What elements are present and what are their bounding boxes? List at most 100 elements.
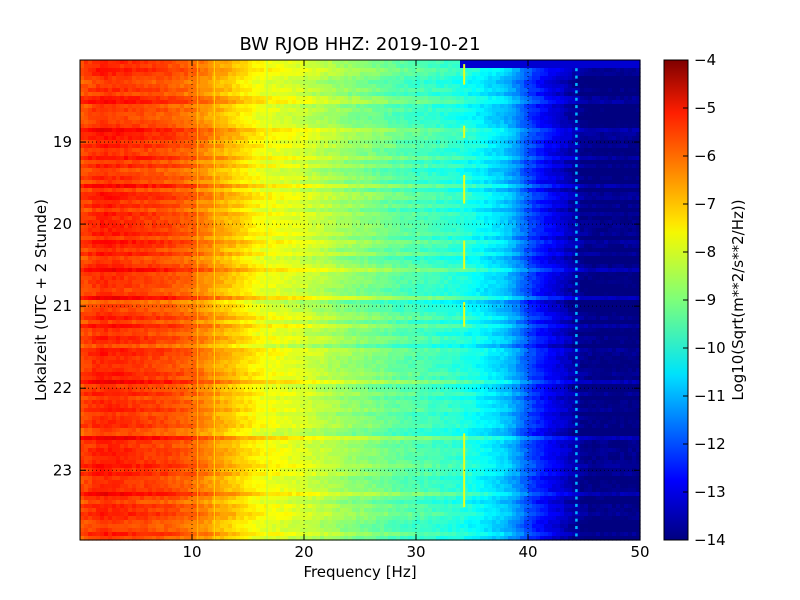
heatmap-cell	[404, 72, 409, 77]
heatmap-cell	[128, 80, 133, 85]
heatmap-cell	[156, 108, 161, 113]
heatmap-cell	[88, 88, 93, 93]
heatmap-cell	[552, 124, 557, 129]
heatmap-cell	[216, 104, 221, 109]
heatmap-cell	[452, 184, 457, 189]
heatmap-cell	[472, 180, 477, 185]
heatmap-cell	[156, 128, 161, 133]
heatmap-cell	[416, 100, 421, 105]
heatmap-cell	[564, 188, 569, 193]
heatmap-cell	[400, 168, 405, 173]
heatmap-cell	[204, 164, 209, 169]
heatmap-cell	[172, 176, 177, 181]
heatmap-cell	[488, 88, 493, 93]
heatmap-cell	[312, 192, 317, 197]
heatmap-cell	[400, 104, 405, 109]
heatmap-cell	[460, 164, 465, 169]
heatmap-cell	[160, 172, 165, 177]
heatmap-cell	[472, 172, 477, 177]
heatmap-cell	[124, 104, 129, 109]
heatmap-cell	[416, 152, 421, 157]
heatmap-cell	[304, 188, 309, 193]
heatmap-cell	[276, 116, 281, 121]
heatmap-cell	[188, 68, 193, 73]
heatmap-cell	[132, 156, 137, 161]
heatmap-cell	[296, 184, 301, 189]
heatmap-cell	[308, 180, 313, 185]
heatmap-cell	[616, 160, 621, 165]
heatmap-cell	[132, 60, 137, 65]
heatmap-cell	[348, 112, 353, 117]
heatmap-cell	[300, 136, 305, 141]
heatmap-cell	[384, 152, 389, 157]
heatmap-cell	[364, 120, 369, 125]
heatmap-cell	[576, 192, 581, 197]
heatmap-cell	[596, 96, 601, 101]
heatmap-cell	[300, 100, 305, 105]
heatmap-cell	[464, 108, 469, 113]
heatmap-cell	[248, 140, 253, 145]
heatmap-cell	[144, 144, 149, 149]
heatmap-cell	[264, 180, 269, 185]
heatmap-cell	[636, 148, 641, 153]
heatmap-cell	[184, 144, 189, 149]
heatmap-cell	[204, 180, 209, 185]
heatmap-cell	[348, 200, 353, 205]
heatmap-cell	[596, 196, 601, 201]
heatmap-cell	[364, 64, 369, 69]
heatmap-cell	[304, 80, 309, 85]
heatmap-cell	[336, 120, 341, 125]
chart-title: BW RJOB HHZ: 2019-10-21	[239, 34, 480, 55]
heatmap-cell	[440, 132, 445, 137]
heatmap-cell	[228, 176, 233, 181]
heatmap-cell	[192, 104, 197, 109]
heatmap-cell	[428, 140, 433, 145]
heatmap-cell	[80, 184, 85, 189]
heatmap-cell	[436, 180, 441, 185]
heatmap-cell	[504, 76, 509, 81]
heatmap-cell	[560, 72, 565, 77]
heatmap-cell	[616, 104, 621, 109]
heatmap-cell	[436, 68, 441, 73]
heatmap-cell	[392, 60, 397, 65]
heatmap-cell	[580, 96, 585, 101]
heatmap-cell	[268, 164, 273, 169]
heatmap-cell	[240, 84, 245, 89]
heatmap-cell	[500, 92, 505, 97]
heatmap-cell	[364, 84, 369, 89]
heatmap-cell	[296, 104, 301, 109]
heatmap-cell	[200, 72, 205, 77]
heatmap-cell	[128, 72, 133, 77]
heatmap-cell	[488, 100, 493, 105]
heatmap-cell	[332, 132, 337, 137]
heatmap-cell	[428, 72, 433, 77]
heatmap-cell	[244, 196, 249, 201]
heatmap-cell	[472, 68, 477, 73]
heatmap-cell	[256, 96, 261, 101]
heatmap-cell	[236, 136, 241, 141]
heatmap-cell	[116, 148, 121, 153]
heatmap-cell	[344, 116, 349, 121]
heatmap-cell	[448, 104, 453, 109]
heatmap-cell	[84, 92, 89, 97]
heatmap-cell	[176, 164, 181, 169]
heatmap-cell	[116, 200, 121, 205]
heatmap-cell	[152, 124, 157, 129]
heatmap-cell	[396, 132, 401, 137]
heatmap-cell	[580, 176, 585, 181]
heatmap-cell	[628, 108, 633, 113]
heatmap-cell	[264, 132, 269, 137]
heatmap-cell	[92, 112, 97, 117]
heatmap-cell	[196, 140, 201, 145]
heatmap-cell	[556, 136, 561, 141]
heatmap-cell	[620, 120, 625, 125]
heatmap-cell	[336, 72, 341, 77]
heatmap-cell	[392, 64, 397, 69]
heatmap-cell	[404, 64, 409, 69]
heatmap-cell	[304, 124, 309, 129]
heatmap-cell	[388, 116, 393, 121]
heatmap-cell	[196, 136, 201, 141]
heatmap-cell	[388, 136, 393, 141]
heatmap-cell	[196, 68, 201, 73]
heatmap-cell	[352, 120, 357, 125]
